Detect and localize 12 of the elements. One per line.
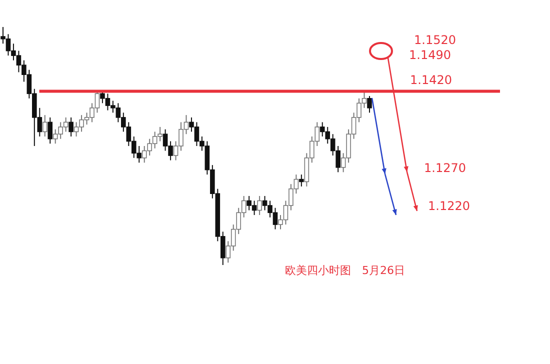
candlestick: [367, 96, 372, 114]
text: 1.1520: [414, 33, 456, 47]
text: 1.1220: [428, 199, 470, 213]
candlestick: [257, 195, 262, 216]
text: 1.1270: [424, 161, 466, 175]
text: 1.1420: [410, 73, 452, 87]
annotation: 欧美四小时图 5月26日: [285, 264, 405, 277]
candlestick: [42, 114, 48, 137]
text: 1.1490: [409, 48, 451, 62]
candlestick: [48, 116, 53, 144]
candlestick: [68, 116, 74, 137]
candlestick: [299, 174, 304, 187]
